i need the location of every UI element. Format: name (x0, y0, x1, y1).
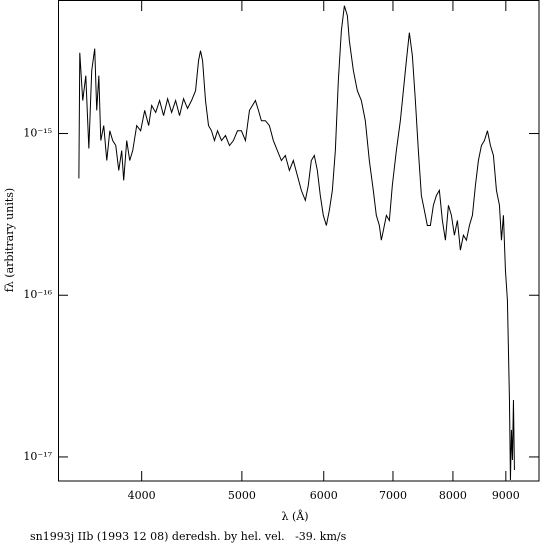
x-tick-label: 5000 (228, 489, 256, 502)
x-tick-label: 6000 (310, 489, 338, 502)
y-tick-label: 10⁻¹⁶ (23, 288, 52, 301)
x-tick-label: 7000 (379, 489, 407, 502)
x-tick-label: 8000 (439, 489, 467, 502)
x-tick-label: 9000 (492, 489, 520, 502)
y-axis-label: fλ (arbitrary units) (3, 188, 16, 292)
spectrum-line (78, 5, 515, 481)
y-tick-label: 10⁻¹⁵ (23, 127, 52, 140)
y-tick-label: 10⁻¹⁷ (23, 450, 52, 463)
caption: sn1993j IIb (1993 12 08) deredsh. by hel… (30, 530, 347, 543)
x-tick-label: 4000 (128, 489, 156, 502)
plot-frame (58, 0, 540, 482)
x-axis-label: λ (Å) (282, 509, 309, 523)
